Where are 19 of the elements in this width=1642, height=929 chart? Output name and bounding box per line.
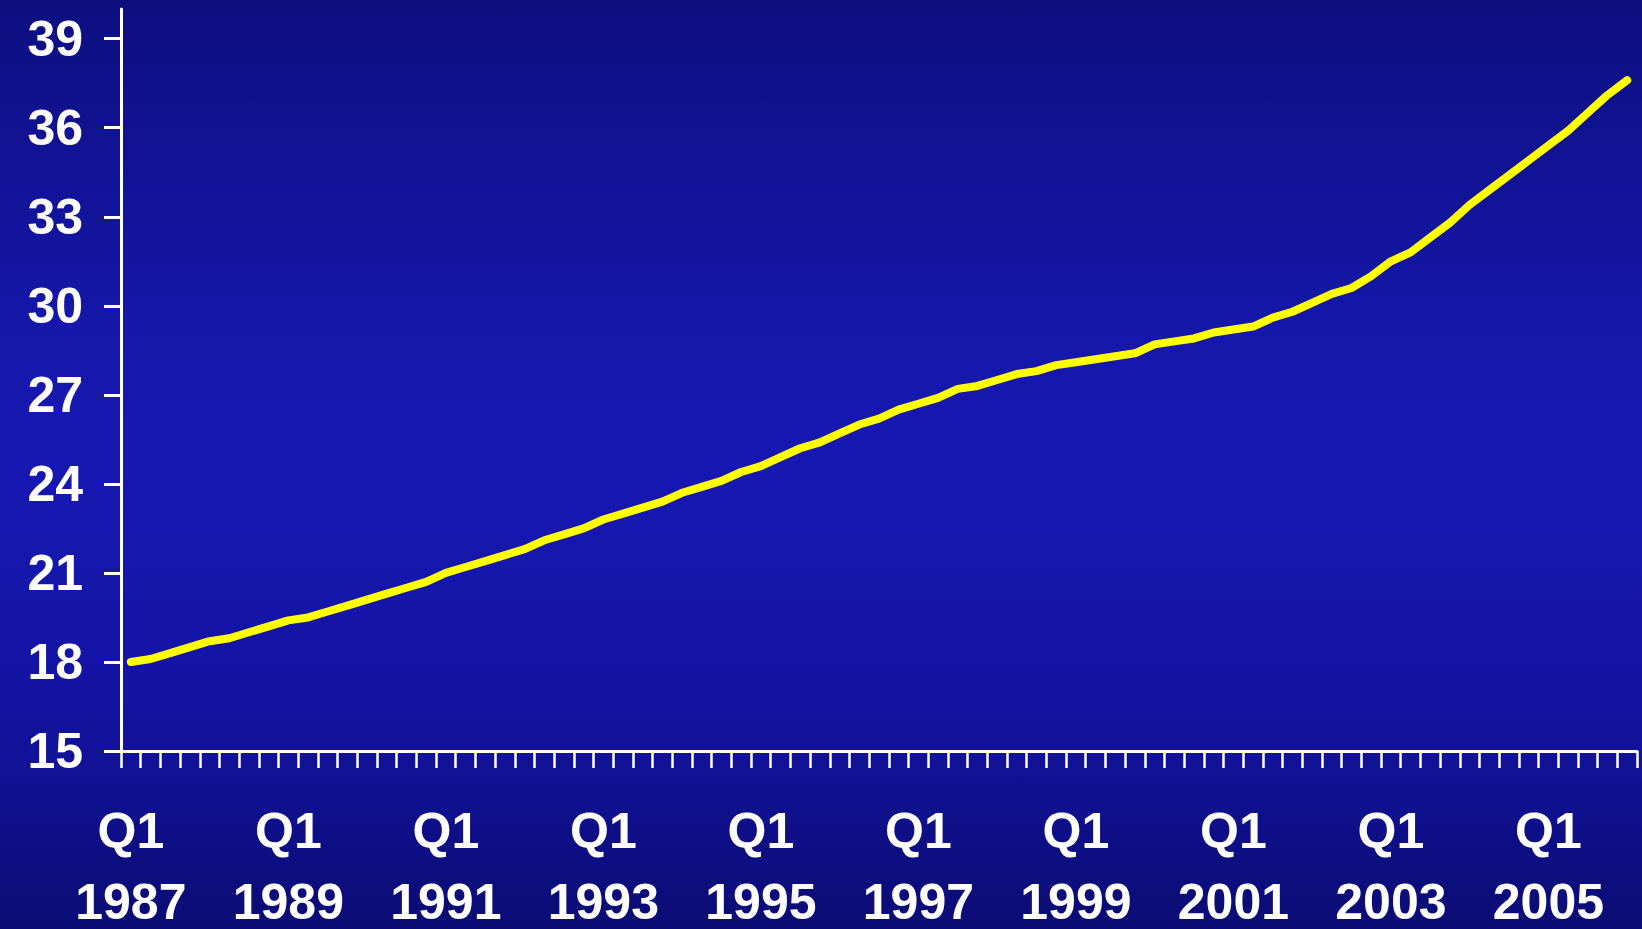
x-tick-label: Q1 2001 bbox=[1177, 802, 1290, 929]
y-tick-label: 18 bbox=[27, 633, 83, 690]
x-tick-label: Q1 1993 bbox=[547, 802, 659, 929]
y-tick-label: 30 bbox=[27, 277, 83, 334]
x-tick-label: Q1 1999 bbox=[1020, 802, 1132, 929]
y-tick-label: 21 bbox=[27, 544, 83, 601]
y-tick-label: 24 bbox=[27, 455, 84, 512]
x-tick-label: Q1 1987 bbox=[75, 802, 187, 929]
x-tick-label: Q1 1997 bbox=[862, 802, 974, 929]
x-tick-label: Q1 2003 bbox=[1335, 802, 1447, 929]
y-tick-label: 39 bbox=[27, 10, 83, 67]
y-tick-label: 27 bbox=[27, 366, 83, 423]
x-tick-label: Q1 1995 bbox=[705, 802, 817, 929]
y-tick-label: 15 bbox=[27, 723, 83, 779]
x-tick-label: Q1 2005 bbox=[1492, 802, 1605, 929]
y-tick-label: 33 bbox=[27, 188, 83, 245]
x-tick-label: Q1 1991 bbox=[390, 802, 502, 929]
x-tick-label: Q1 1989 bbox=[232, 802, 344, 929]
y-tick-label: 36 bbox=[27, 99, 83, 156]
